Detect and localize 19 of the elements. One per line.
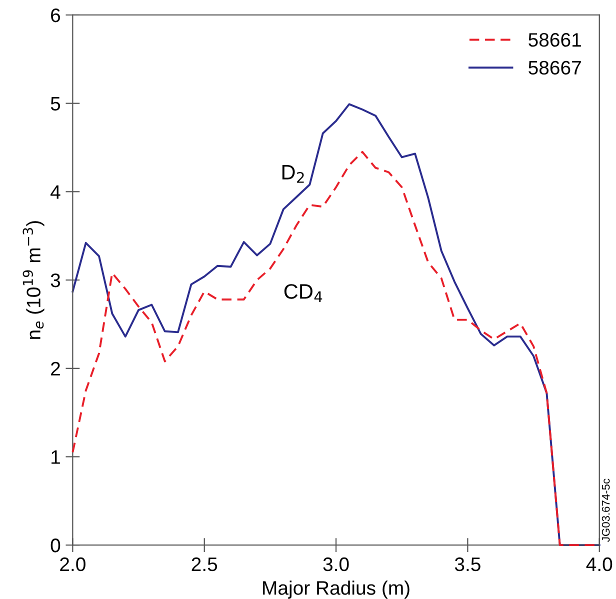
text: JG03.674-5c (602, 478, 610, 542)
y-axis-title: n$_{e}$ (10$^{19}$ m$^{−3}$) (22, 221, 44, 339)
y-tick-label: 6 (51, 8, 60, 22)
y-tick-label: 0 (50, 538, 60, 552)
x-tick-label: 3.0 (323, 557, 349, 572)
y-tick-label: 5 (50, 96, 60, 111)
legend-label: 58667 (528, 60, 581, 75)
annotation: CD$_{4}$ (284, 284, 322, 302)
legend-label: 58661 (528, 32, 581, 47)
y-tick-label: 2 (51, 362, 60, 376)
x-tick-label: 3.5 (454, 557, 480, 572)
annotation: D$_{2}$ (282, 165, 304, 183)
x-tick-label: 2.0 (60, 557, 86, 572)
x-tick-label: 4.0 (586, 557, 612, 572)
y-tick-label: 1 (52, 450, 60, 464)
x-tick-label: 2.5 (192, 557, 218, 572)
y-tick-label: 4 (50, 185, 60, 199)
x-axis-title: Major Radius (m) (263, 580, 410, 599)
y-tick-label: 3 (50, 274, 60, 288)
